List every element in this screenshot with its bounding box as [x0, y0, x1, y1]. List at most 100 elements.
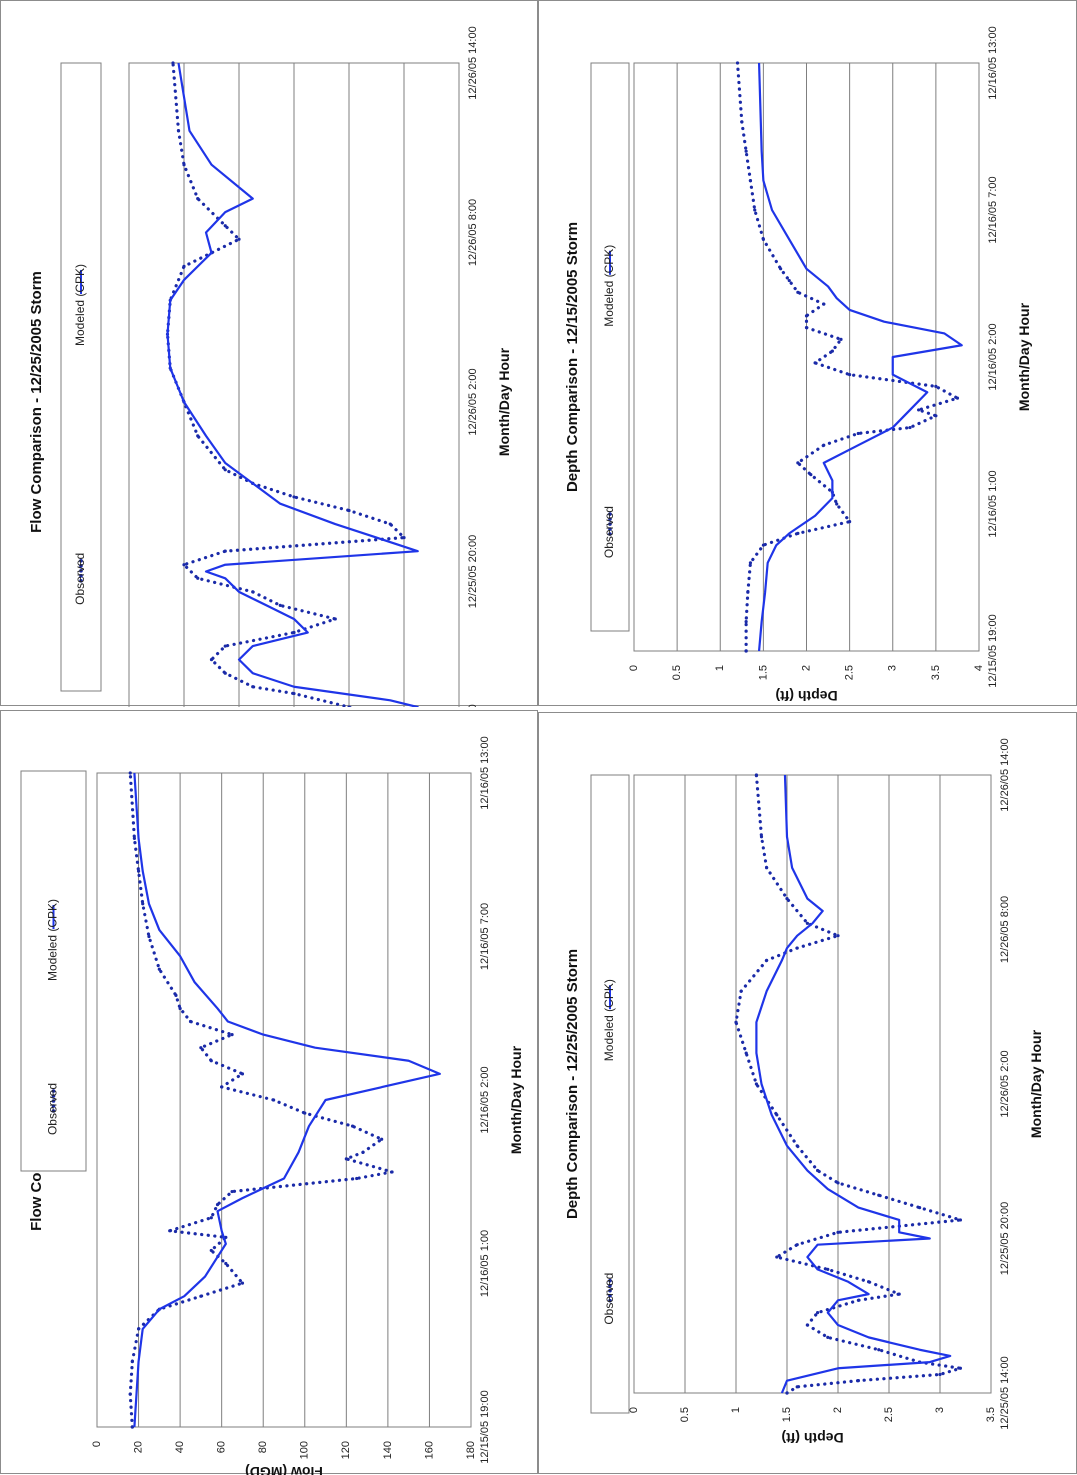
x-tick-label: 12/26/05 8:00 — [467, 199, 479, 266]
legend-observed-marker — [608, 1283, 612, 1288]
x-tick-label: 12/16/05 2:00 — [479, 1066, 491, 1133]
observed-point — [816, 1168, 820, 1173]
observed-point — [132, 836, 136, 840]
observed-point — [918, 1206, 922, 1210]
chart-depth-comparison-12-25: 0 0.5 1 1.5 2 2.5 3 3.5 12/25/05 14:00 12/25/05 2… — [538, 712, 1077, 1474]
observed-point — [813, 361, 817, 365]
observed-point — [958, 1218, 962, 1222]
observed-point — [785, 1391, 789, 1395]
y-tick-label: 180 — [465, 1441, 477, 1459]
y-tick-label: 0.5 — [671, 665, 683, 680]
legend-observed-marker — [608, 522, 612, 526]
observed-point — [836, 1230, 840, 1234]
legend-observed-marker — [79, 559, 83, 563]
x-axis-title: Month/Day Hour — [1028, 1029, 1044, 1138]
legend-label: Modeled (CPK) — [73, 264, 87, 346]
y-tick-label: 0 — [628, 1407, 640, 1413]
observed-point — [775, 1113, 779, 1117]
observed-point — [240, 1281, 245, 1285]
x-tick-label: 12/26/05 14:00 — [999, 738, 1011, 811]
observed-point — [785, 897, 789, 901]
observed-point — [220, 1085, 224, 1089]
observed-point — [209, 658, 214, 662]
observed-point — [897, 1292, 901, 1296]
observed-point — [917, 408, 921, 412]
observed-point — [182, 163, 186, 167]
y-tick-label: 2 — [832, 1407, 844, 1413]
legend-label: Observed — [73, 553, 87, 605]
observed-point — [390, 1170, 394, 1174]
observed-point — [796, 531, 800, 536]
x-tick-label: 12/15/05 19:00 — [479, 1390, 491, 1463]
observed-point — [223, 671, 227, 675]
observed-point — [805, 1323, 809, 1327]
legend-observed-marker — [608, 532, 612, 536]
x-tick-label: 12/25/05 14:00 — [467, 704, 479, 707]
x-tick-label: 12/16/05 1:00 — [479, 1230, 491, 1297]
x-tick-label: 12/25/05 20:00 — [467, 535, 479, 608]
y-tick-label: 100 — [299, 1441, 311, 1459]
observed-point — [740, 120, 744, 124]
observed-point — [934, 384, 938, 388]
observed-point — [795, 946, 799, 950]
x-tick-label: 12/26/05 2:00 — [999, 1050, 1011, 1117]
observed-point — [836, 1181, 840, 1185]
observed-point — [822, 302, 826, 306]
observed-point — [848, 373, 852, 377]
x-tick-label: 12/25/05 14:00 — [999, 1356, 1011, 1429]
x-tick-label: 12/16/05 7:00 — [987, 176, 999, 243]
observed-point — [934, 414, 938, 418]
legend-observed-marker — [51, 1109, 56, 1113]
x-tick-label: 12/26/05 14:00 — [467, 26, 479, 99]
observed-point — [196, 576, 200, 580]
observed-point — [350, 1124, 355, 1128]
legend — [590, 62, 630, 632]
observed-point — [380, 1137, 384, 1141]
observed-point — [795, 1385, 799, 1389]
observed-point — [168, 1229, 172, 1233]
observed-point — [196, 197, 200, 201]
observed-point — [347, 508, 351, 513]
observed-point — [867, 1280, 871, 1284]
chart-depth-comparison-12-15: 0 0.5 1 1.5 2 2.5 3 3.5 4 12/15/05 19:00 12/16/05 … — [538, 0, 1077, 706]
observed-point — [795, 1243, 799, 1247]
observed-point — [224, 1261, 228, 1266]
series-modeled-line — [755, 774, 952, 1394]
observed-point — [744, 620, 748, 624]
y-tick-label: 3.5 — [985, 1407, 997, 1422]
y-tick-label: 2.5 — [844, 665, 856, 680]
observed-point — [958, 1366, 962, 1370]
observed-point — [765, 866, 769, 870]
observed-point — [734, 1020, 738, 1024]
observed-point — [805, 921, 809, 925]
observed-point — [744, 1051, 748, 1055]
y-tick-label: 3 — [934, 1407, 946, 1413]
observed-point — [174, 993, 178, 997]
observed-point — [303, 1111, 307, 1115]
legend-observed-marker — [608, 1293, 612, 1298]
observed-point — [209, 1059, 213, 1063]
observed-point — [744, 149, 748, 153]
y-tick-label: 40 — [174, 1441, 186, 1453]
observed-point — [955, 396, 960, 400]
observed-point — [804, 326, 809, 330]
observed-point — [215, 1203, 220, 1207]
observed-point — [754, 773, 758, 777]
legend-label: Modeled (CPK) — [602, 979, 616, 1061]
legend — [590, 774, 630, 1414]
series-observed-line — [165, 61, 408, 707]
observed-point — [157, 967, 161, 971]
observed-point — [136, 869, 141, 873]
observed-point — [744, 649, 748, 653]
legend-label: Observed — [602, 1273, 616, 1325]
y-tick-label: 1.5 — [757, 665, 769, 680]
observed-point — [765, 958, 769, 962]
observed-point — [754, 1082, 758, 1086]
chart-flow-comparison-12-15: 0 20 40 60 80 100 120 140 160 180 12/15/05 19:00 12… — [0, 710, 538, 1475]
observed-point — [877, 1193, 881, 1197]
legend-observed-marker — [608, 517, 612, 521]
y-tick-label: 4 — [973, 665, 985, 671]
legend-observed-marker — [51, 1089, 56, 1093]
